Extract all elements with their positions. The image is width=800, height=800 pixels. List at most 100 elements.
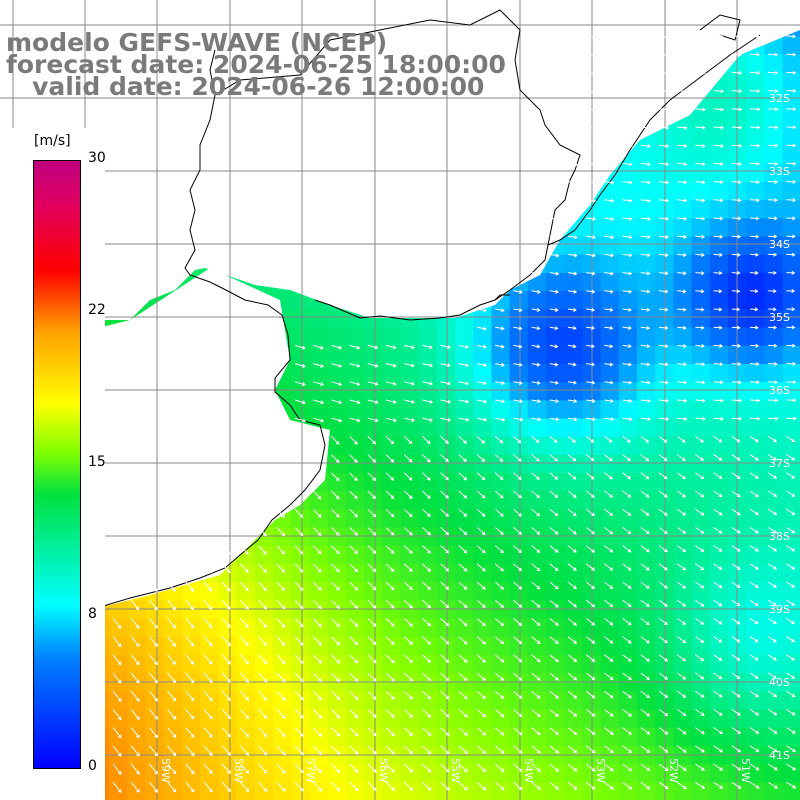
wind-arrow bbox=[403, 709, 414, 718]
wind-cell bbox=[600, 436, 620, 456]
wind-cell bbox=[273, 600, 292, 620]
wind-arrow bbox=[185, 563, 194, 574]
wind-arrow bbox=[276, 654, 286, 665]
wind-arrow bbox=[604, 672, 614, 681]
wind-cell bbox=[764, 436, 784, 456]
wind-arrow bbox=[130, 690, 140, 702]
wind-arrow bbox=[513, 380, 523, 385]
wind-cell bbox=[746, 655, 765, 674]
wind-arrow bbox=[294, 381, 306, 387]
wind-cell bbox=[327, 637, 347, 656]
wind-arrow bbox=[531, 417, 542, 422]
wind-cell bbox=[527, 728, 547, 747]
wind-arrow bbox=[476, 654, 486, 663]
wind-arrow bbox=[586, 289, 596, 294]
wind-arrow bbox=[240, 636, 249, 647]
wind-arrow bbox=[731, 161, 743, 166]
wind-cell bbox=[218, 582, 238, 602]
wind-arrow bbox=[731, 143, 743, 148]
wind-cell bbox=[491, 491, 511, 511]
wind-cell bbox=[345, 491, 365, 511]
wind-arrow bbox=[768, 143, 779, 148]
wind-cell bbox=[509, 345, 529, 365]
wind-cell bbox=[182, 618, 201, 638]
wind-cell bbox=[364, 436, 383, 456]
wind-arrow bbox=[658, 125, 670, 130]
wind-cell bbox=[455, 491, 474, 511]
wind-arrow bbox=[476, 344, 487, 349]
wind-arrow bbox=[604, 180, 615, 185]
wind-arrow bbox=[313, 417, 325, 423]
wind-cell bbox=[345, 564, 365, 583]
wind-arrow bbox=[385, 490, 395, 500]
wind-arrow bbox=[221, 545, 231, 555]
wind-arrow bbox=[695, 745, 705, 753]
wind-cell bbox=[291, 709, 310, 729]
wind-arrow bbox=[768, 161, 779, 166]
wind-arrow bbox=[567, 745, 578, 754]
wind-cell bbox=[491, 782, 511, 800]
wind-arrow bbox=[749, 52, 761, 57]
wind-cell bbox=[473, 564, 492, 583]
wind-cell bbox=[746, 236, 765, 256]
wind-arrow bbox=[167, 727, 177, 738]
wind-cell bbox=[600, 691, 620, 711]
wind-cell bbox=[436, 764, 456, 784]
wind-arrow bbox=[786, 288, 796, 294]
wind-arrow bbox=[677, 180, 688, 185]
wind-arrow bbox=[604, 727, 614, 735]
wind-cell bbox=[782, 273, 800, 292]
wind-arrow bbox=[476, 399, 488, 404]
wind-arrow bbox=[294, 654, 304, 664]
wind-cell bbox=[400, 691, 420, 711]
wind-cell bbox=[637, 200, 656, 219]
wind-arrow bbox=[731, 526, 741, 534]
wind-cell bbox=[491, 345, 511, 365]
wind-cell bbox=[273, 582, 292, 602]
wind-arrow bbox=[476, 745, 487, 754]
wind-arrow bbox=[640, 271, 651, 276]
wind-arrow bbox=[513, 472, 522, 480]
wind-cell bbox=[309, 400, 329, 420]
wind-arrow bbox=[549, 126, 560, 131]
wind-cell bbox=[691, 473, 711, 492]
wind-arrow bbox=[203, 636, 213, 647]
wind-arrow bbox=[531, 599, 541, 608]
wind-cell bbox=[473, 764, 492, 784]
wind-cell bbox=[600, 218, 620, 238]
wind-arrow bbox=[331, 490, 340, 500]
wind-arrow bbox=[640, 708, 651, 717]
wind-arrow bbox=[768, 52, 779, 57]
wind-cell bbox=[546, 455, 565, 474]
wind-arrow bbox=[549, 454, 559, 462]
wind-cell bbox=[182, 764, 201, 784]
wind-cell bbox=[782, 746, 800, 765]
wind-cell bbox=[527, 291, 547, 310]
wind-arrow bbox=[658, 289, 669, 294]
wind-cell bbox=[382, 582, 401, 602]
wind-cell bbox=[418, 436, 438, 456]
wind-cell bbox=[782, 582, 800, 602]
wind-arrow bbox=[749, 690, 759, 698]
wind-cell bbox=[509, 473, 529, 492]
wind-cell bbox=[418, 418, 438, 438]
wind-arrow bbox=[676, 581, 687, 589]
wind-arrow bbox=[695, 34, 706, 39]
wind-cell bbox=[236, 655, 256, 674]
wind-arrow bbox=[622, 144, 633, 149]
wind-arrow bbox=[786, 636, 796, 643]
wind-cell bbox=[400, 436, 420, 456]
wind-cell bbox=[436, 345, 456, 365]
wind-cell bbox=[746, 109, 765, 128]
wind-arrow bbox=[604, 289, 614, 294]
wind-arrow bbox=[385, 690, 395, 700]
wind-arrow bbox=[749, 617, 759, 625]
wind-arrow bbox=[604, 618, 614, 626]
wind-arrow bbox=[440, 745, 450, 755]
wind-cell bbox=[673, 327, 693, 347]
wind-arrow bbox=[349, 636, 359, 646]
wind-cell bbox=[527, 709, 547, 729]
wind-arrow bbox=[494, 618, 505, 627]
wind-cell bbox=[691, 145, 711, 165]
wind-cell bbox=[618, 382, 638, 401]
